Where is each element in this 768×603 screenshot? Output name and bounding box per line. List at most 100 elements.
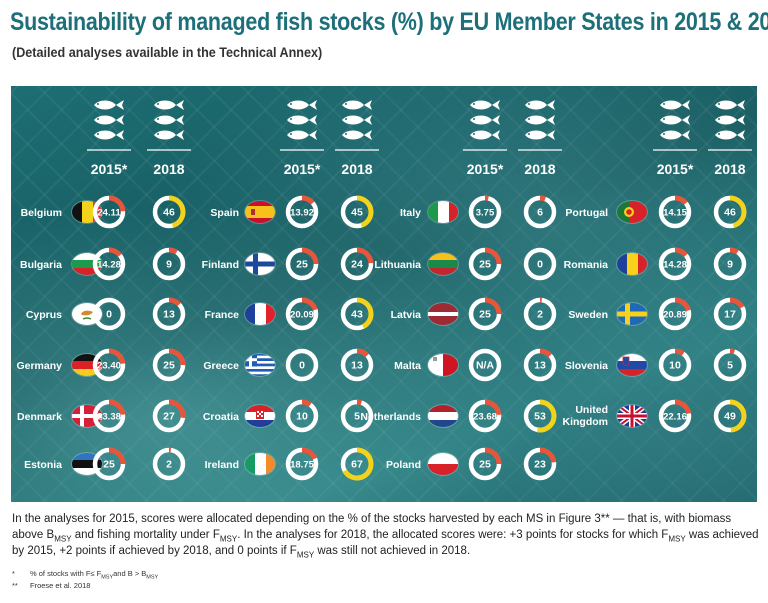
column-header-2-0: 2015* — [467, 161, 504, 177]
flag-france-icon — [244, 302, 276, 326]
donut-finland-2018-label: 24 — [351, 259, 363, 271]
chart-svg: 2015* 2018 2015* 2018 2015* 2018 2015* 2018 Belg… — [16, 100, 752, 481]
country-label-malta: Malta — [394, 360, 421, 372]
donut-bulgaria-2018-arc — [168, 247, 178, 255]
country-label-netherlands: Netherlands — [360, 411, 421, 423]
country-label-finland: Finland — [202, 259, 239, 271]
flag-portugal-icon — [616, 200, 648, 224]
donut-poland-2015: 25 — [468, 447, 502, 481]
donut-spain-2015-label: 13.92 — [290, 208, 314, 219]
flag-poland-icon — [427, 452, 459, 476]
country-label-latvia: Latvia — [391, 309, 422, 321]
donut-france-2018: 43 — [340, 297, 374, 331]
donut-denmark-2018-label: 27 — [163, 411, 175, 423]
donut-belgium-2018-label: 46 — [163, 207, 175, 219]
country-label-denmark: Denmark — [17, 411, 62, 423]
fish-icon-1-0-1 — [287, 115, 317, 125]
donut-slovenia-2018-label: 5 — [727, 360, 733, 372]
flag-lithuania-icon — [427, 252, 459, 276]
fish-icon-1-1-0 — [342, 100, 372, 110]
donut-finland-2018-arc — [356, 247, 374, 264]
donut-united-kingdom-2018: 49 — [713, 399, 747, 433]
donut-denmark-2015-arc — [108, 399, 126, 416]
donut-croatia-2015-arc — [301, 399, 312, 407]
donut-netherlands-2015-arc — [484, 399, 502, 416]
donut-malta-2018-label: 13 — [534, 360, 546, 372]
column-header-0-0: 2015* — [91, 161, 128, 177]
donut-slovenia-2018: 5 — [713, 348, 747, 382]
donut-ireland-2015: 18.75 — [285, 447, 319, 481]
flag-latvia-icon — [427, 302, 459, 326]
donut-portugal-2015: 14.15 — [658, 195, 692, 229]
donut-germany-2018-arc — [168, 348, 186, 366]
fish-icon-3-0-2 — [660, 130, 690, 140]
donut-portugal-2015-label: 14.15 — [663, 208, 687, 219]
donut-ireland-2018-arc — [342, 447, 374, 481]
donut-united-kingdom-2015-arc — [674, 399, 692, 415]
footnote-2: ** Froese et al. 2018 — [12, 581, 91, 590]
donut-latvia-2015-arc — [484, 297, 502, 315]
fish-icon-1-0-2 — [287, 130, 317, 140]
donut-spain-2018: 45 — [340, 195, 374, 229]
flag-spain-icon — [244, 200, 276, 224]
donut-slovenia-2015-arc — [674, 348, 685, 356]
country-label-cyprus: Cyprus — [26, 309, 62, 321]
donut-greece-2018-arc — [356, 348, 370, 358]
page-subtitle: (Detailed analyses available in the Tech… — [12, 44, 323, 60]
donut-italy-2015: 3.75 — [468, 195, 502, 229]
country-label-estonia: Estonia — [24, 459, 62, 471]
donut-lithuania-2018-ring — [523, 247, 557, 281]
donut-romania-2018: 9 — [713, 247, 747, 281]
fish-icon-0-0-0 — [94, 100, 124, 110]
donut-lithuania-2018: 0 — [523, 247, 557, 281]
donut-romania-2018-arc — [729, 247, 739, 255]
donut-belgium-2018: 46 — [152, 195, 186, 229]
fish-icon-2-1-1 — [525, 115, 555, 125]
note-line-2: above BMSY and fishing mortality under F… — [12, 529, 759, 544]
donut-denmark-2015: 23.38 — [92, 399, 126, 433]
donut-cyprus-2015-ring — [92, 297, 126, 331]
donut-finland-2018: 24 — [340, 247, 374, 281]
donut-france-2015: 20.09 — [285, 297, 319, 331]
donut-romania-2015: 14.28 — [658, 247, 692, 281]
country-label-france: France — [205, 309, 240, 321]
donut-sweden-2015: 20.89 — [658, 297, 692, 331]
flag-malta-icon — [427, 353, 459, 377]
donut-romania-2015-arc — [674, 247, 688, 257]
donut-belgium-2018-arc — [168, 195, 186, 228]
donut-malta-2018: 13 — [523, 348, 557, 382]
donut-malta-2015: N/A — [468, 348, 502, 382]
donut-ireland-2018: 67 — [340, 447, 374, 481]
donut-netherlands-2015: 23.68 — [468, 399, 502, 433]
donut-latvia-2018: 2 — [523, 297, 557, 331]
donut-croatia-2018-label: 5 — [354, 411, 360, 423]
donut-latvia-2015-label: 25 — [479, 309, 491, 321]
country-label-romania: Romania — [564, 259, 609, 271]
fish-icon-3-0-0 — [660, 100, 690, 110]
country-label-bulgaria: Bulgaria — [20, 259, 62, 271]
chart-panel: 2015* 2018 2015* 2018 2015* 2018 2015* 2018 Belg… — [11, 86, 757, 502]
donut-croatia-2015-label: 10 — [296, 411, 308, 423]
donut-lithuania-2015-arc — [484, 247, 502, 265]
flag-slovenia-icon — [616, 353, 648, 377]
donut-slovenia-2018-arc — [729, 348, 736, 355]
donut-poland-2018: 23 — [523, 447, 557, 481]
donut-germany-2015-label: 23.40 — [97, 361, 121, 372]
donut-ireland-2015-label: 18.75 — [290, 460, 314, 471]
donut-lithuania-2018-label: 0 — [537, 259, 543, 271]
country-label-sweden: Sweden — [568, 309, 608, 321]
donut-portugal-2018-arc — [729, 195, 747, 228]
donut-finland-2015-label: 25 — [296, 259, 308, 271]
donut-poland-2015-label: 25 — [479, 459, 491, 471]
fish-icon-2-1-0 — [525, 100, 555, 110]
flag-croatia-icon — [244, 404, 276, 428]
donut-estonia-2015: 25 — [92, 447, 126, 481]
donut-netherlands-2018: 53 — [523, 399, 557, 433]
donut-sweden-2018-arc — [729, 297, 745, 309]
donut-latvia-2018-label: 2 — [537, 309, 543, 321]
flag-united-kingdom-icon — [616, 404, 648, 428]
fish-icon-0-0-1 — [94, 115, 124, 125]
donut-spain-2018-arc — [356, 195, 374, 228]
note-line-3: by 2015, +2 points if achieved by 2018, … — [12, 545, 471, 560]
donut-ireland-2018-label: 67 — [351, 459, 363, 471]
